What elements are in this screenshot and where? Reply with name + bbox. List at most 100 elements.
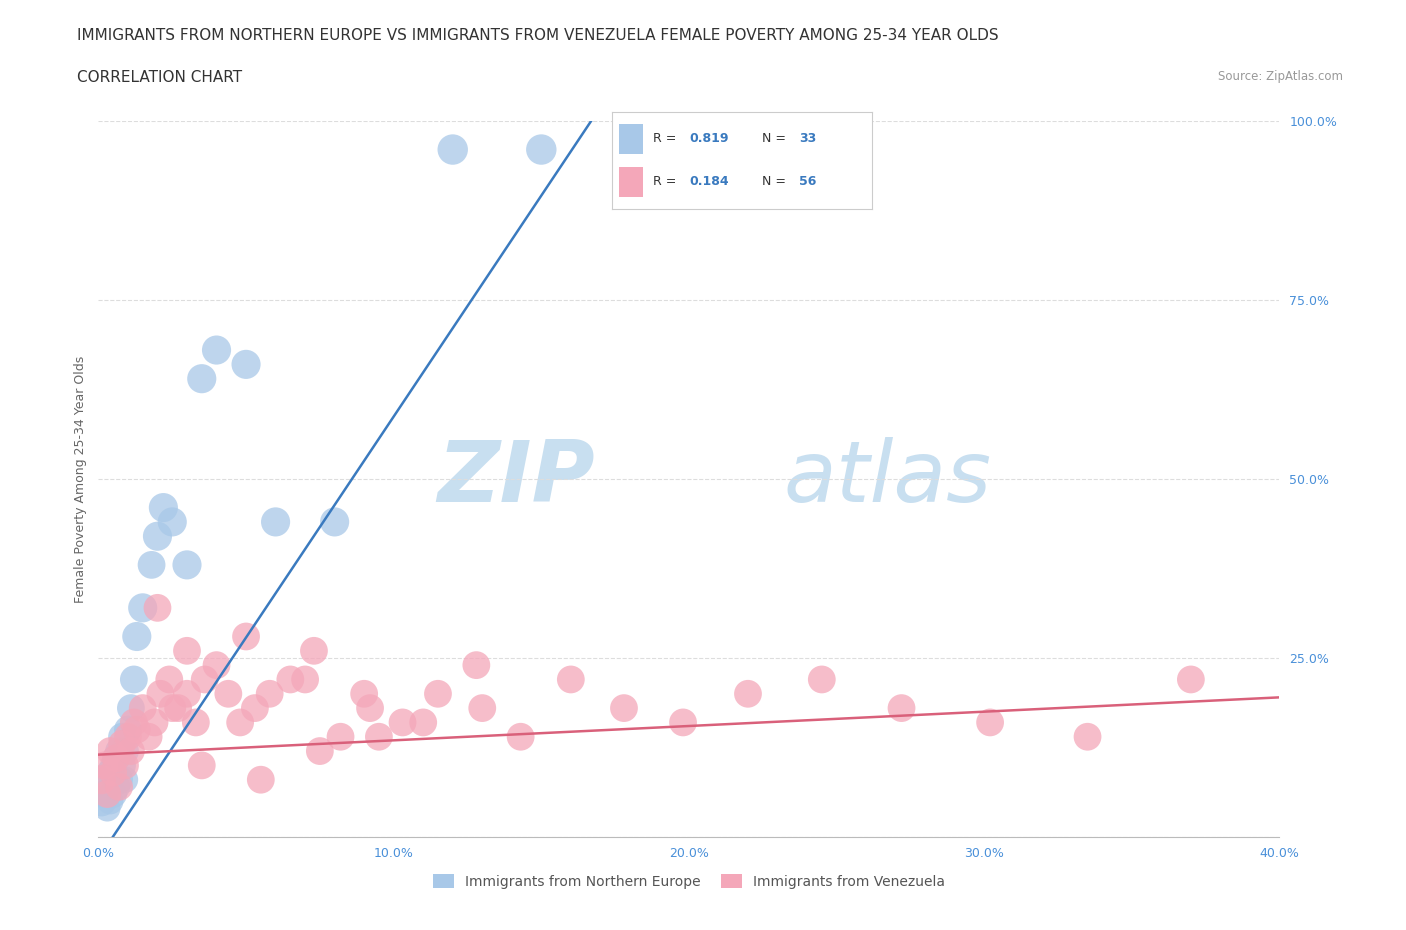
Point xyxy=(111,729,134,744)
Point xyxy=(96,787,118,802)
Point xyxy=(122,715,145,730)
Point xyxy=(176,557,198,572)
Point xyxy=(98,765,121,780)
Point xyxy=(530,142,553,157)
Point xyxy=(125,629,148,644)
Point xyxy=(391,715,413,730)
Point xyxy=(229,715,252,730)
Point xyxy=(108,779,131,794)
Point xyxy=(105,751,128,765)
Point xyxy=(125,722,148,737)
Point xyxy=(176,686,198,701)
Point xyxy=(96,801,118,816)
Point xyxy=(368,729,391,744)
Point xyxy=(294,672,316,687)
Point xyxy=(132,601,155,616)
Text: Source: ZipAtlas.com: Source: ZipAtlas.com xyxy=(1218,70,1343,83)
Point xyxy=(117,722,139,737)
Point xyxy=(979,715,1001,730)
Point xyxy=(264,514,287,529)
Point xyxy=(117,729,139,744)
Point xyxy=(108,744,131,759)
Point xyxy=(280,672,302,687)
Bar xyxy=(620,125,643,153)
Point xyxy=(132,700,155,715)
Point xyxy=(194,672,217,687)
Y-axis label: Female Poverty Among 25-34 Year Olds: Female Poverty Among 25-34 Year Olds xyxy=(75,355,87,603)
Text: N =: N = xyxy=(762,132,790,145)
Point xyxy=(302,644,325,658)
Point xyxy=(114,758,136,773)
Point xyxy=(103,787,125,802)
Point xyxy=(122,672,145,687)
Point xyxy=(672,715,695,730)
Point xyxy=(96,779,118,794)
Point xyxy=(105,751,128,765)
Point xyxy=(167,700,190,715)
Point xyxy=(146,601,169,616)
Point xyxy=(111,758,134,773)
Point xyxy=(509,729,531,744)
Text: R =: R = xyxy=(654,132,681,145)
Point xyxy=(184,715,207,730)
Point xyxy=(162,514,183,529)
Point xyxy=(441,142,464,157)
Point xyxy=(259,686,281,701)
Text: R =: R = xyxy=(654,176,681,189)
Point xyxy=(103,765,125,780)
Point xyxy=(146,529,169,544)
Point xyxy=(205,342,228,357)
Point xyxy=(810,672,832,687)
Text: IMMIGRANTS FROM NORTHERN EUROPE VS IMMIGRANTS FROM VENEZUELA FEMALE POVERTY AMON: IMMIGRANTS FROM NORTHERN EUROPE VS IMMIG… xyxy=(77,28,998,43)
Point xyxy=(93,758,115,773)
Point xyxy=(120,700,142,715)
Point xyxy=(309,744,332,759)
Point xyxy=(1077,729,1099,744)
Bar xyxy=(620,167,643,196)
Point xyxy=(191,758,214,773)
Point xyxy=(235,629,257,644)
Point xyxy=(120,744,142,759)
Point xyxy=(217,686,239,701)
Point xyxy=(235,357,257,372)
Point xyxy=(114,744,136,759)
Point xyxy=(412,715,434,730)
Point xyxy=(329,729,352,744)
Point xyxy=(105,779,128,794)
Point xyxy=(560,672,582,687)
Legend: Immigrants from Northern Europe, Immigrants from Venezuela: Immigrants from Northern Europe, Immigra… xyxy=(427,869,950,895)
Point xyxy=(890,700,912,715)
Point xyxy=(114,772,136,787)
Point xyxy=(1180,672,1202,687)
Point xyxy=(90,772,112,787)
Text: 0.819: 0.819 xyxy=(690,132,730,145)
Text: 33: 33 xyxy=(799,132,815,145)
Point xyxy=(427,686,450,701)
Point xyxy=(143,715,166,730)
Point xyxy=(359,700,381,715)
Point xyxy=(149,686,172,701)
Point xyxy=(250,772,273,787)
Point xyxy=(465,658,488,672)
Point xyxy=(152,500,174,515)
Point xyxy=(353,686,375,701)
Point xyxy=(191,371,214,386)
Point xyxy=(138,729,160,744)
Text: N =: N = xyxy=(762,176,790,189)
Text: 56: 56 xyxy=(799,176,817,189)
Point xyxy=(323,514,346,529)
Text: CORRELATION CHART: CORRELATION CHART xyxy=(77,70,242,85)
Point xyxy=(205,658,228,672)
Point xyxy=(98,794,121,809)
Point xyxy=(111,737,134,751)
Point xyxy=(176,644,198,658)
Point xyxy=(108,772,131,787)
Point xyxy=(243,700,266,715)
Point xyxy=(98,744,121,759)
Point xyxy=(162,700,183,715)
Point xyxy=(157,672,180,687)
Point xyxy=(90,794,112,809)
Point xyxy=(471,700,494,715)
Point xyxy=(103,758,125,773)
Point xyxy=(737,686,759,701)
